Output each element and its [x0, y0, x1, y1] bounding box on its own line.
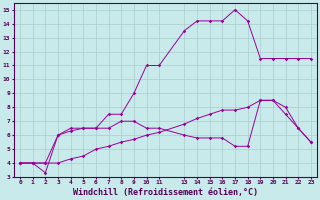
X-axis label: Windchill (Refroidissement éolien,°C): Windchill (Refroidissement éolien,°C)	[73, 188, 258, 197]
